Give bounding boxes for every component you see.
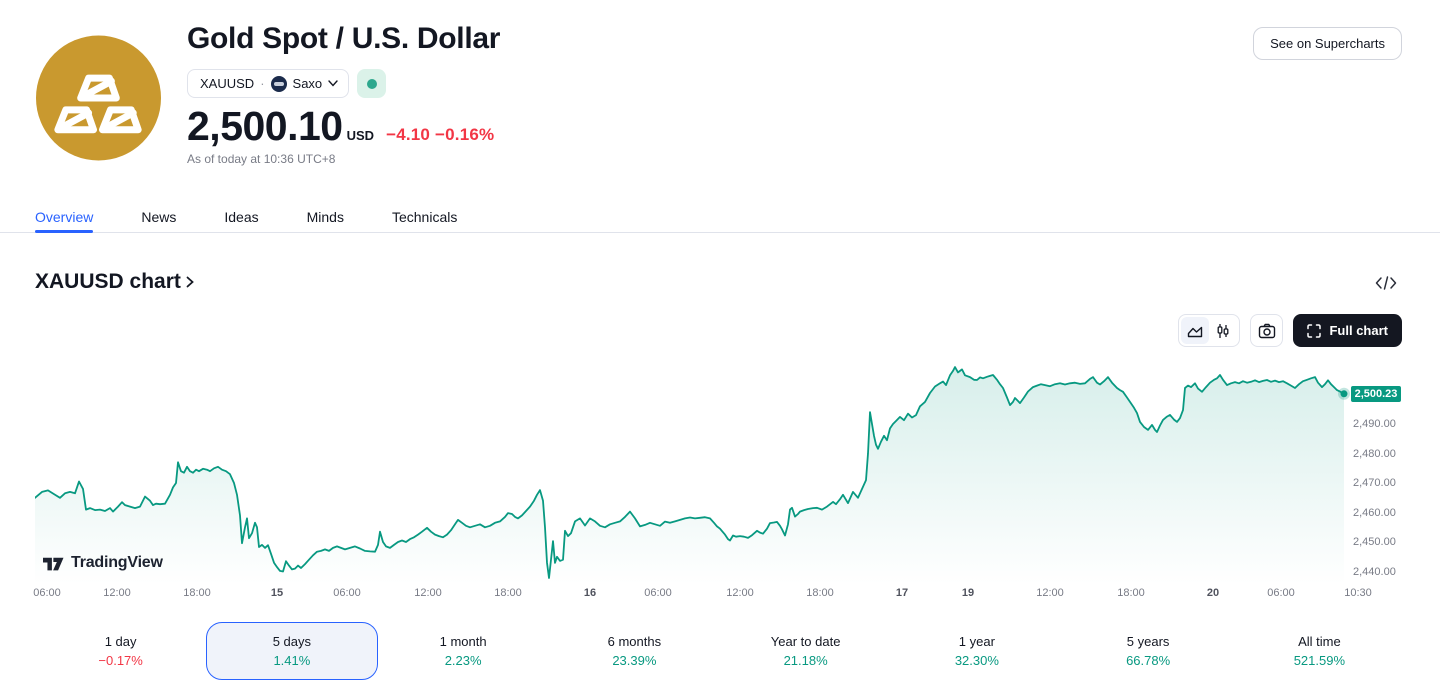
tradingview-logo-icon (43, 557, 64, 571)
market-open-dot-icon (366, 78, 377, 89)
period-year-to-date[interactable]: Year to date 21.18% (720, 622, 891, 680)
time-tick: 18:00 (183, 587, 211, 599)
time-tick: 18:00 (494, 587, 522, 599)
time-tick: 18:00 (1117, 587, 1145, 599)
tradingview-watermark: TradingView (43, 554, 163, 572)
price-tick: 2,450.00 (1353, 536, 1396, 548)
period-row: 1 day −0.17% 5 days 1.41% 1 month 2.23% 6 mont… (35, 622, 1405, 684)
time-tick: 18:00 (806, 587, 834, 599)
period-label: 1 day (104, 634, 137, 649)
chart-heading-label: XAUUSD chart (35, 270, 181, 293)
period-5-days[interactable]: 5 days 1.41% (206, 622, 378, 680)
price-change: −4.10 −0.16% (386, 125, 495, 144)
chart-type-switcher (1178, 314, 1241, 347)
page-title: Gold Spot / U.S. Dollar (187, 22, 501, 55)
symbol-separator: · (260, 76, 265, 91)
time-axis[interactable]: 06:00 12:00 18:00 15 06:00 12:00 18:00 16 06:00 1… (33, 587, 1372, 601)
time-tick: 06:00 (33, 587, 61, 599)
price-tick: 2,460.00 (1353, 506, 1396, 519)
time-tick: 06:00 (1267, 587, 1295, 599)
time-tick: 06:00 (644, 587, 672, 599)
period-change-value: 1.41% (273, 653, 311, 668)
tab-news[interactable]: News (141, 198, 176, 232)
time-tick: 12:00 (726, 587, 754, 599)
area-chart (34, 366, 1350, 585)
period-label: 5 days (272, 634, 312, 649)
last-price-dot (1340, 390, 1348, 398)
price-tick: 2,480.00 (1353, 447, 1396, 460)
candles-chart-icon[interactable] (1209, 317, 1237, 344)
area-chart-icon[interactable] (1181, 317, 1210, 344)
full-chart-button[interactable]: Full chart (1293, 314, 1402, 347)
period-change-value: 66.78% (1126, 653, 1171, 668)
as-of-timestamp: As of today at 10:36 UTC+8 (187, 152, 336, 166)
period-change-value: 23.39% (612, 653, 657, 668)
symbol-label: XAUUSD (200, 76, 255, 91)
chart-toolbar: Full chart (1178, 314, 1402, 347)
price-tick: 2,490.00 (1353, 418, 1396, 430)
period-all-time[interactable]: All time 521.59% (1234, 622, 1405, 680)
area-fill (35, 367, 1344, 585)
time-tick: 10:30 (1344, 587, 1372, 599)
saxo-exchange-icon (270, 75, 287, 92)
period-change-value: 2.23% (444, 653, 482, 668)
time-tick: 16 (583, 587, 597, 599)
time-tick: 12:00 (103, 587, 131, 599)
period-label: 6 months (607, 634, 662, 649)
period-1-year[interactable]: 1 year 32.30% (891, 622, 1062, 680)
time-tick: 06:00 (333, 587, 361, 599)
price-chart-plot[interactable] (34, 358, 1350, 588)
period-5-years[interactable]: 5 years 66.78% (1063, 622, 1234, 680)
period-1-month[interactable]: 1 month 2.23% (378, 622, 549, 680)
time-tick: 17 (895, 587, 909, 599)
period-change-value: −0.17% (98, 653, 143, 668)
see-on-supercharts-button[interactable]: See on Supercharts (1253, 27, 1402, 60)
period-6-months[interactable]: 6 months 23.39% (549, 622, 720, 680)
chevron-right-icon (186, 276, 194, 288)
tab-bar: Overview News Ideas Minds Technicals (0, 198, 1440, 233)
period-label: All time (1298, 634, 1341, 649)
period-change-value: 32.30% (954, 653, 999, 668)
symbol-row: XAUUSD · Saxo (187, 69, 387, 98)
watermark-label: TradingView (71, 554, 163, 571)
price-currency: USD (346, 128, 375, 143)
period-label: 1 year (958, 634, 995, 649)
symbol-dropdown[interactable]: XAUUSD · Saxo (187, 69, 350, 98)
embed-code-icon[interactable] (1375, 273, 1397, 295)
exchange-label: Saxo (292, 76, 323, 91)
gold-spot-logo (35, 35, 162, 161)
time-tick: 20 (1206, 587, 1220, 599)
time-tick: 15 (270, 587, 284, 599)
current-price-badge: 2,500.23 (1351, 385, 1401, 402)
price-tick: 2,470.00 (1353, 477, 1396, 489)
snapshot-camera-icon[interactable] (1250, 314, 1284, 347)
full-chart-label: Full chart (1329, 323, 1388, 338)
period-label: 1 month (439, 634, 487, 649)
tab-technicals[interactable]: Technicals (392, 198, 457, 232)
price-row: 2,500.10 USD −4.10 −0.16% (187, 103, 494, 150)
time-tick: 12:00 (1036, 587, 1064, 599)
price-axis[interactable]: 2,500.23 2,490.00 2,480.00 2,470.00 2,460.0… (1350, 358, 1440, 588)
price-line (34, 366, 1345, 579)
time-tick: 19 (961, 587, 975, 599)
period-change-value: 21.18% (783, 653, 828, 668)
chevron-down-icon (328, 80, 338, 87)
period-label: Year to date (770, 634, 841, 649)
tab-overview[interactable]: Overview (35, 198, 94, 233)
fullscreen-icon (1307, 323, 1322, 338)
chart-section-heading[interactable]: XAUUSD chart (35, 270, 196, 294)
period-label: 5 years (1126, 634, 1170, 649)
price-tick: 2,440.00 (1353, 565, 1396, 578)
tab-minds[interactable]: Minds (307, 198, 344, 232)
time-tick: 12:00 (414, 587, 442, 599)
period-1-day[interactable]: 1 day −0.17% (35, 622, 206, 680)
current-price: 2,500.10 (187, 103, 343, 149)
tab-ideas[interactable]: Ideas (224, 198, 258, 232)
market-status-badge[interactable] (357, 69, 387, 98)
period-change-value: 521.59% (1293, 653, 1346, 668)
